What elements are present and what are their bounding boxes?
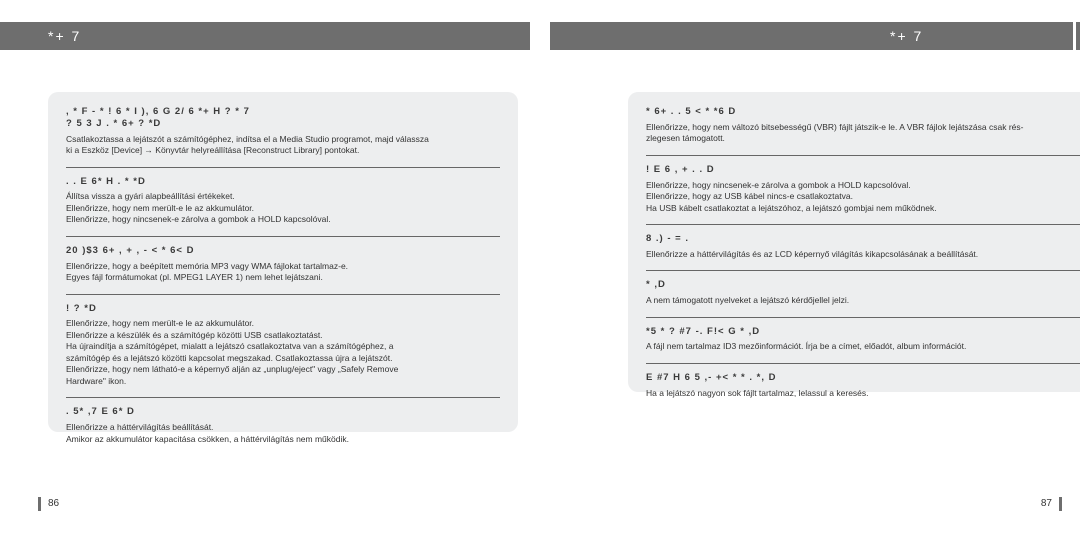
page-number-left: 86	[48, 498, 59, 509]
section-title: . 5* ,7 E 6* D	[66, 406, 500, 419]
body-line: Ellenőrizze, hogy nem merült-e le az akk…	[66, 318, 500, 329]
body-line: ki a Eszköz [Device] → Könyvtár helyreál…	[66, 145, 500, 156]
section-r4: * ,D A nem támogatott nyelveket a lejáts…	[646, 279, 1080, 306]
section-title: * ,D	[646, 279, 1080, 292]
section-title: 8 .) - = .	[646, 233, 1080, 246]
body-line: Ha a lejátszó nagyon sok fájlt tartalmaz…	[646, 388, 1080, 399]
page-number-bar-left	[38, 497, 41, 511]
header-title-right: *+ 7	[890, 28, 923, 44]
section-r6: E #7 H 6 5 ,- +< * * . *, D Ha a lejátsz…	[646, 372, 1080, 399]
divider	[646, 317, 1080, 318]
body-line: Ha újraindítja a számítógépet, mialatt a…	[66, 341, 500, 352]
divider	[66, 397, 500, 398]
body-line: Ellenőrizze a készülék és a számítógép k…	[66, 330, 500, 341]
section-title: *5 * ? #7 -. F!< G * ,D	[646, 326, 1080, 339]
section-title: ! E 6 , + . . D	[646, 164, 1080, 177]
body-line: Hardware" ikon.	[66, 376, 500, 387]
body-line: Csatlakoztassa a lejátszót a számítógéph…	[66, 134, 500, 145]
body-line: Állítsa vissza a gyári alapbeállítási ér…	[66, 191, 500, 202]
body-line: Amikor az akkumulátor kapacitása csökken…	[66, 434, 500, 445]
body-line: Ellenőrizze, hogy nincsenek-e zárolva a …	[66, 214, 500, 225]
section-title: . . E 6* H . * *D	[66, 176, 500, 189]
body-line: Ellenőrizze, hogy nem látható-e a képern…	[66, 364, 500, 375]
section-title: , * F - * ! 6 * I ), 6 G 2/ 6 *+ H ? * 7…	[66, 106, 500, 131]
header-title-left: *+ 7	[48, 28, 81, 44]
header-bar-right: *+ 7	[550, 22, 1080, 50]
body-line: Ha USB kábelt csatlakoztat a lejátszóhoz…	[646, 203, 1080, 214]
section-title: ! ? *D	[66, 303, 500, 316]
page-right: *+ 7 HU * 6+ . . 5 < * *6 D Ellenőrizze,…	[540, 0, 1080, 539]
section-title: E #7 H 6 5 ,- +< * * . *, D	[646, 372, 1080, 385]
divider	[66, 294, 500, 295]
page-number-right: 87	[1041, 498, 1052, 509]
divider	[646, 224, 1080, 225]
section-r1: * 6+ . . 5 < * *6 D Ellenőrizze, hogy ne…	[646, 106, 1080, 145]
body-line: Ellenőrizze, hogy nem változó bitsebessé…	[646, 122, 1080, 133]
body-line: Ellenőrizze, hogy a beépített memória MP…	[66, 261, 500, 272]
divider	[66, 167, 500, 168]
section-2: . . E 6* H . * *D Állítsa vissza a gyári…	[66, 176, 500, 226]
body-line: Egyes fájl formátumokat (pl. MPEG1 LAYER…	[66, 272, 500, 283]
section-5: . 5* ,7 E 6* D Ellenőrizze a háttérvilág…	[66, 406, 500, 445]
header-divider-right	[1073, 22, 1076, 50]
section-r2: ! E 6 , + . . D Ellenőrizze, hogy nincse…	[646, 164, 1080, 214]
divider	[646, 270, 1080, 271]
section-1: , * F - * ! 6 * I ), 6 G 2/ 6 *+ H ? * 7…	[66, 106, 500, 157]
page-number-bar-right	[1059, 497, 1062, 511]
body-line: Ellenőrizze, hogy nem merült-e le az akk…	[66, 203, 500, 214]
body-line: számítógép és a lejátszó közötti kapcsol…	[66, 353, 500, 364]
body-line: Ellenőrizze a háttérvilágítás beállításá…	[66, 422, 500, 433]
section-r5: *5 * ? #7 -. F!< G * ,D A fájl nem tarta…	[646, 326, 1080, 353]
page-spread: *+ 7 , * F - * ! 6 * I ), 6 G 2/ 6 *+ H …	[0, 0, 1080, 539]
section-r3: 8 .) - = . Ellenőrizze a háttérvilágítás…	[646, 233, 1080, 260]
section-title: 20 )$3 6+ , + , - < * 6< D	[66, 245, 500, 258]
divider	[646, 155, 1080, 156]
section-3: 20 )$3 6+ , + , - < * 6< D Ellenőrizze, …	[66, 245, 500, 284]
divider	[646, 363, 1080, 364]
body-line: A nem támogatott nyelveket a lejátszó ké…	[646, 295, 1080, 306]
content-box-right: * 6+ . . 5 < * *6 D Ellenőrizze, hogy ne…	[628, 92, 1080, 392]
content-box-left: , * F - * ! 6 * I ), 6 G 2/ 6 *+ H ? * 7…	[48, 92, 518, 432]
divider	[66, 236, 500, 237]
body-line: Ellenőrizze, hogy az USB kábel nincs-e c…	[646, 191, 1080, 202]
section-4: ! ? *D Ellenőrizze, hogy nem merült-e le…	[66, 303, 500, 388]
body-line: Ellenőrizze a háttérvilágítás és az LCD …	[646, 249, 1080, 260]
section-title: * 6+ . . 5 < * *6 D	[646, 106, 1080, 119]
body-line: zlegesen támogatott.	[646, 133, 1080, 144]
header-bar-left: *+ 7	[0, 22, 530, 50]
page-left: *+ 7 , * F - * ! 6 * I ), 6 G 2/ 6 *+ H …	[0, 0, 540, 539]
body-line: Ellenőrizze, hogy nincsenek-e zárolva a …	[646, 180, 1080, 191]
body-line: A fájl nem tartalmaz ID3 mezőinformációt…	[646, 341, 1080, 352]
